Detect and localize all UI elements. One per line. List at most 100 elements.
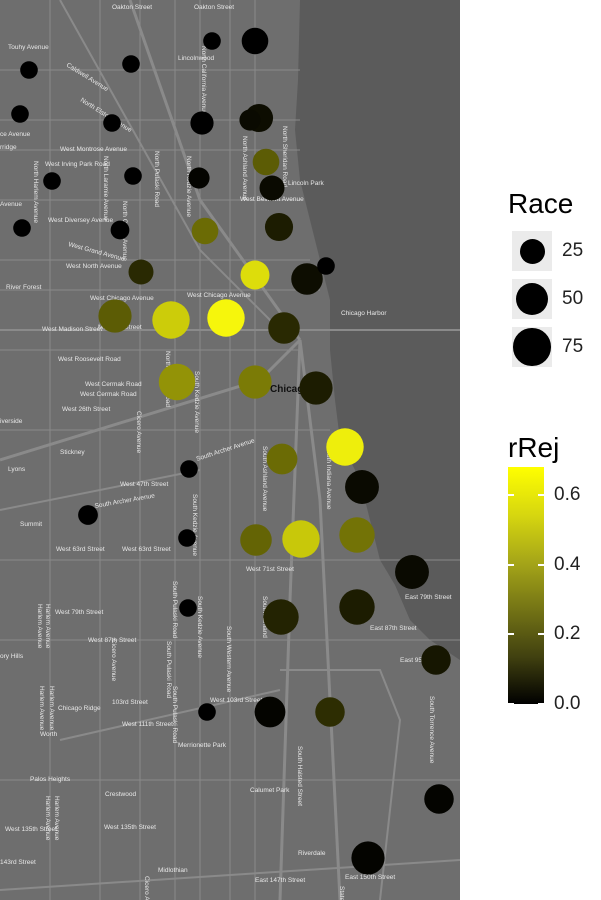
data-point[interactable]	[291, 263, 323, 295]
map-label: River Forest	[6, 284, 42, 291]
data-point[interactable]	[180, 460, 198, 478]
map-label: West 135th Street	[5, 826, 57, 833]
data-point[interactable]	[103, 114, 121, 132]
map-label: Cicero Ave	[143, 876, 150, 900]
race-legend-title: Race	[508, 188, 574, 219]
race-key-dot	[513, 328, 551, 366]
map-label: West Madison Street	[42, 326, 102, 333]
map-label: South Pulaski Road	[171, 581, 178, 638]
race-key-label: 75	[562, 336, 584, 357]
map-label: South Archer Avenue	[94, 492, 156, 510]
colorbar-tick	[538, 633, 544, 636]
data-point[interactable]	[203, 32, 221, 50]
map-label: West 135th Street	[104, 824, 156, 831]
data-point[interactable]	[13, 219, 31, 237]
map-label: Avenue	[0, 201, 22, 208]
data-point[interactable]	[78, 505, 98, 525]
race-key-dot	[515, 282, 548, 315]
data-point[interactable]	[421, 645, 451, 675]
map-label: North Ashland Avenue	[241, 136, 248, 201]
colorbar-tick-label: 0.0	[554, 693, 581, 714]
race-key-dot	[519, 238, 545, 264]
map-label: Summit	[20, 521, 42, 528]
data-point[interactable]	[43, 172, 61, 190]
colorbar-tick	[508, 633, 514, 636]
data-point[interactable]	[238, 365, 272, 399]
map-label: Calumet Park	[250, 787, 290, 794]
map-label: Merrionette Park	[178, 742, 227, 749]
race-key-box	[512, 231, 552, 271]
data-point[interactable]	[207, 299, 245, 337]
data-point[interactable]	[299, 371, 333, 405]
data-point[interactable]	[315, 697, 345, 727]
data-point[interactable]	[198, 703, 216, 721]
rrej-legend-title: rRej	[508, 432, 560, 463]
colorbar-tick-label: 0.4	[554, 553, 581, 575]
data-point[interactable]	[339, 517, 375, 553]
data-point[interactable]	[158, 363, 196, 401]
data-point[interactable]	[339, 589, 375, 625]
data-point[interactable]	[239, 109, 261, 131]
data-point[interactable]	[266, 443, 298, 475]
data-point[interactable]	[252, 148, 280, 176]
data-point[interactable]	[152, 301, 190, 339]
data-point[interactable]	[264, 212, 294, 242]
data-point[interactable]	[351, 841, 385, 875]
map-label: South Kedzie Avenue	[196, 596, 203, 658]
data-point[interactable]	[317, 257, 335, 275]
map-label: West 71st Street	[246, 566, 294, 573]
road-network	[0, 0, 460, 900]
map-label: South Pulaski Road	[165, 641, 172, 698]
map-label: Harlem Avenue	[38, 686, 45, 731]
map-label: South Archer Avenue	[195, 437, 255, 463]
race-key-label: 50	[562, 288, 584, 309]
data-point[interactable]	[188, 167, 210, 189]
map-label: South Pulaski Road	[171, 686, 178, 743]
data-point[interactable]	[241, 27, 269, 55]
map-label: West 111th Street	[122, 721, 173, 728]
race-key-label: 25	[562, 240, 584, 261]
data-point[interactable]	[424, 784, 454, 814]
colorbar-tick	[508, 493, 514, 496]
colorbar-tick	[508, 703, 514, 705]
map-label: South Kedzie Avenue	[191, 494, 198, 556]
data-point[interactable]	[98, 299, 132, 333]
data-point[interactable]	[110, 220, 130, 240]
map-canvas: Oakton Street Oakton Street Touhy Avenue Ca…	[0, 0, 460, 900]
data-point[interactable]	[395, 555, 429, 589]
map-label: West 63rd Street	[56, 546, 105, 553]
data-point[interactable]	[190, 111, 214, 135]
data-point[interactable]	[263, 599, 299, 635]
map-label: Palos Heights	[30, 776, 71, 783]
map-label: West 47th Street	[120, 481, 168, 488]
data-point[interactable]	[124, 167, 142, 185]
map-label: West Diversey Avenue	[48, 217, 114, 224]
map-label: 143rd Street	[0, 859, 36, 866]
data-point[interactable]	[128, 259, 154, 285]
map-label: Chicago Harbor	[341, 310, 387, 317]
map-label: West 63rd Street	[122, 546, 171, 553]
data-point[interactable]	[345, 470, 379, 504]
map-label: Harlem Avenue	[44, 604, 51, 649]
data-point[interactable]	[20, 61, 38, 79]
chicago-map[interactable]: Oakton Street Oakton Street Touhy Avenue Ca…	[0, 0, 460, 900]
map-label: Midlothian	[158, 867, 188, 874]
map-label: ory Hills	[0, 653, 24, 660]
data-point[interactable]	[11, 105, 29, 123]
data-point[interactable]	[254, 696, 286, 728]
map-label: West 79th Street	[55, 609, 103, 616]
map-label: Cicero Avenue	[110, 639, 117, 682]
data-point[interactable]	[268, 312, 300, 344]
data-point[interactable]	[240, 260, 270, 290]
data-point[interactable]	[179, 599, 197, 617]
data-point[interactable]	[178, 529, 196, 547]
data-point[interactable]	[326, 428, 364, 466]
data-point[interactable]	[122, 55, 140, 73]
map-label: West Chicago Avenue	[90, 295, 154, 302]
map-label: East 147th Street	[255, 877, 305, 884]
map-label: Worth	[40, 731, 58, 738]
data-point[interactable]	[191, 217, 219, 245]
data-point[interactable]	[259, 175, 285, 201]
data-point[interactable]	[282, 520, 320, 558]
data-point[interactable]	[240, 524, 272, 556]
